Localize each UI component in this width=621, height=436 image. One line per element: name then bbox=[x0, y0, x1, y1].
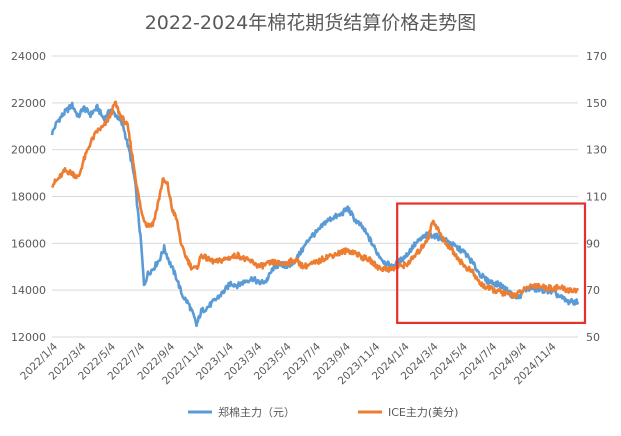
right-tick-label: 130 bbox=[586, 144, 607, 157]
left-tick-label: 22000 bbox=[11, 97, 46, 110]
right-tick-label: 110 bbox=[586, 191, 607, 204]
left-tick-label: 20000 bbox=[11, 144, 46, 157]
left-tick-label: 12000 bbox=[11, 331, 46, 344]
series-lines bbox=[50, 100, 580, 328]
left-axis-ticks: 12000 14000 16000 18000 20000 22000 24000 bbox=[11, 50, 46, 344]
legend: 郑棉主力（元） ICE主力(美分) bbox=[188, 405, 458, 419]
right-axis-ticks: 50 70 90 110 130 150 170 bbox=[586, 50, 607, 344]
series-line-ice bbox=[51, 100, 580, 299]
highlight-box bbox=[396, 202, 587, 324]
right-tick-label: 90 bbox=[586, 237, 600, 250]
right-tick-label: 50 bbox=[586, 331, 600, 344]
gridlines bbox=[52, 55, 578, 338]
right-tick-label: 170 bbox=[586, 50, 607, 63]
legend-label-ice: ICE主力(美分) bbox=[388, 406, 458, 419]
left-tick-label: 16000 bbox=[11, 237, 46, 250]
x-axis-ticks: 2022/1/42022/3/42022/5/42022/7/42022/9/4… bbox=[18, 340, 559, 387]
legend-label-zhengmian: 郑棉主力（元） bbox=[218, 405, 295, 419]
left-tick-label: 14000 bbox=[11, 284, 46, 297]
highlight-rect bbox=[396, 202, 587, 324]
right-tick-label: 70 bbox=[586, 284, 600, 297]
left-tick-label: 24000 bbox=[11, 50, 46, 63]
chart-title: 2022-2024年棉花期货结算价格走势图 bbox=[145, 12, 477, 34]
series-line-zhengmian bbox=[50, 101, 580, 328]
left-tick-label: 18000 bbox=[11, 191, 46, 204]
right-tick-label: 150 bbox=[586, 97, 607, 110]
